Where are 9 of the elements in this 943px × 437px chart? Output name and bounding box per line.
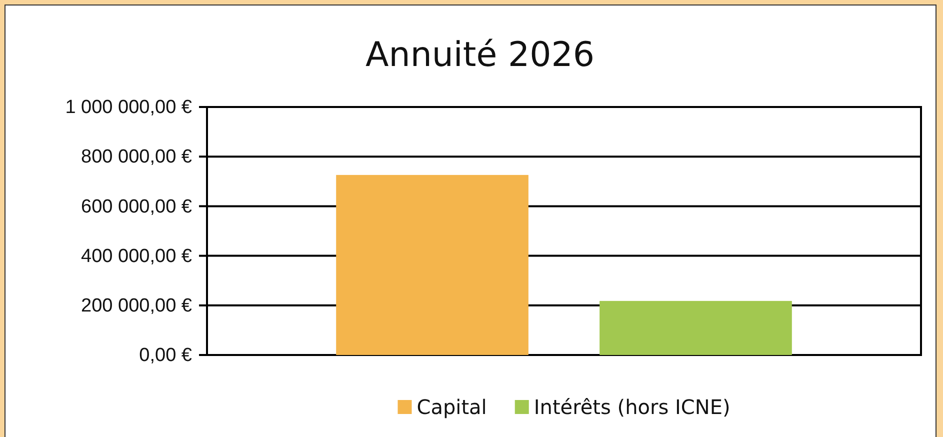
legend-label: Capital [416,395,487,419]
y-tick-label: 600 000,00 € [81,196,192,218]
y-tick-label: 200 000,00 € [81,295,192,316]
y-tick-label: 0,00 € [139,345,192,366]
y-tick-label: 800 000,00 € [81,146,192,168]
y-tick-label: 1 000 000,00 € [65,97,192,118]
legend-label: Intérêts (hors ICNE) [534,395,730,419]
chart-title: Annuité 2026 [366,35,594,75]
y-tick-label: 400 000,00 € [81,246,192,267]
